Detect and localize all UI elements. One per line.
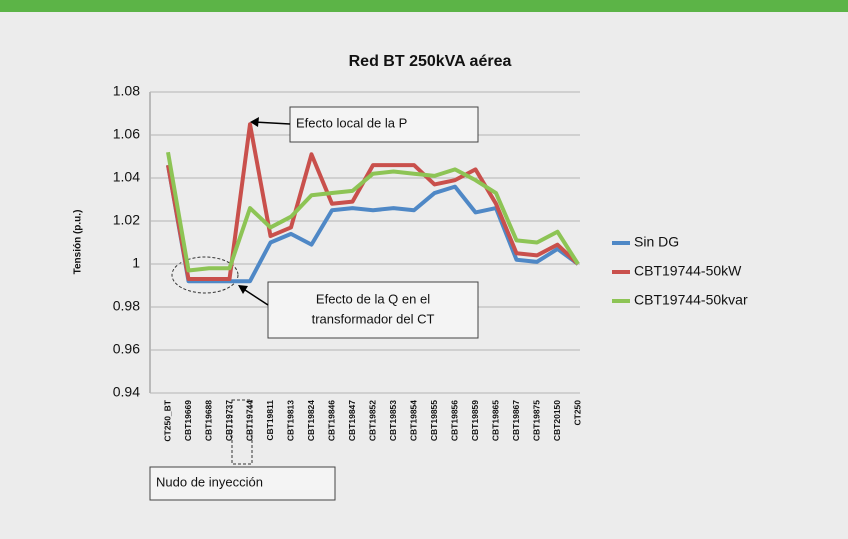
x-tick-label: CBT19856 bbox=[449, 400, 459, 441]
x-tick-label: CBT19852 bbox=[367, 400, 377, 441]
x-tick-label: CBT19744 bbox=[244, 400, 254, 441]
annotation-text: Efecto local de la P bbox=[296, 115, 407, 130]
legend-label: Sin DG bbox=[634, 234, 679, 250]
x-tick-label: CBT19847 bbox=[347, 400, 357, 441]
annotation-box: Efecto de la Q en el transformador del C… bbox=[238, 281, 479, 339]
x-tick-label: CBT19813 bbox=[285, 400, 295, 441]
series-line bbox=[166, 164, 580, 284]
x-tick-label: CBT19737 bbox=[224, 400, 234, 441]
highlight-label-box bbox=[231, 399, 253, 465]
y-tick-label: 1.04 bbox=[113, 169, 140, 185]
y-tick-label: 1.02 bbox=[113, 212, 140, 228]
y-tick-label: 1.08 bbox=[113, 83, 140, 99]
x-tick-label: CBT19859 bbox=[470, 400, 480, 441]
annotation-box: Nudo de inyección bbox=[149, 466, 336, 501]
series-line bbox=[166, 122, 580, 282]
x-tick-label: CBT19669 bbox=[183, 400, 193, 441]
annotation-frame bbox=[289, 106, 479, 143]
x-tick-label: CBT19811 bbox=[265, 400, 275, 441]
x-tick-label: CT250 bbox=[572, 400, 582, 426]
highlight-ellipse bbox=[171, 256, 239, 294]
x-tick-label: CBT20150 bbox=[552, 400, 562, 441]
annotation-frame bbox=[149, 466, 336, 501]
y-tick-label: 1.06 bbox=[113, 126, 140, 142]
arrow-head bbox=[250, 117, 259, 127]
annotation-text: Nudo de inyección bbox=[156, 474, 263, 489]
x-tick-label: CBT19875 bbox=[531, 400, 541, 441]
x-tick-label: CT250_BT bbox=[162, 399, 172, 441]
annotation-arrow bbox=[253, 121, 291, 125]
series-line bbox=[166, 151, 580, 273]
annotation-frame bbox=[267, 281, 479, 339]
y-tick-label: 0.96 bbox=[113, 341, 140, 357]
y-axis-label: Tensión (p.u.) bbox=[73, 210, 84, 275]
x-tick-label: CBT19867 bbox=[511, 400, 521, 441]
x-tick-label: CBT19853 bbox=[388, 400, 398, 441]
annotation-arrow bbox=[241, 287, 269, 306]
annotation-box: Efecto local de la P bbox=[250, 106, 479, 143]
x-tick-label: CBT19824 bbox=[306, 400, 316, 441]
top-bar bbox=[0, 0, 848, 12]
x-tick-label: CBT19855 bbox=[429, 400, 439, 441]
legend-label: CBT19744-50kW bbox=[634, 263, 742, 279]
legend-label: CBT19744-50kvar bbox=[634, 292, 748, 308]
x-tick-label: CBT19688 bbox=[203, 400, 213, 441]
y-tick-label: 1 bbox=[132, 255, 140, 271]
y-tick-label: 0.94 bbox=[113, 384, 140, 400]
arrow-head bbox=[238, 285, 248, 294]
y-tick-label: 0.98 bbox=[113, 298, 140, 314]
annotation-text: Efecto de la Q en el bbox=[316, 291, 430, 306]
x-tick-label: CBT19854 bbox=[408, 400, 418, 441]
annotation-text: transformador del CT bbox=[312, 311, 435, 326]
x-tick-label: CBT19846 bbox=[326, 400, 336, 441]
x-tick-label: CBT19865 bbox=[490, 400, 500, 441]
chart-title: Red BT 250kVA aérea bbox=[349, 53, 512, 70]
